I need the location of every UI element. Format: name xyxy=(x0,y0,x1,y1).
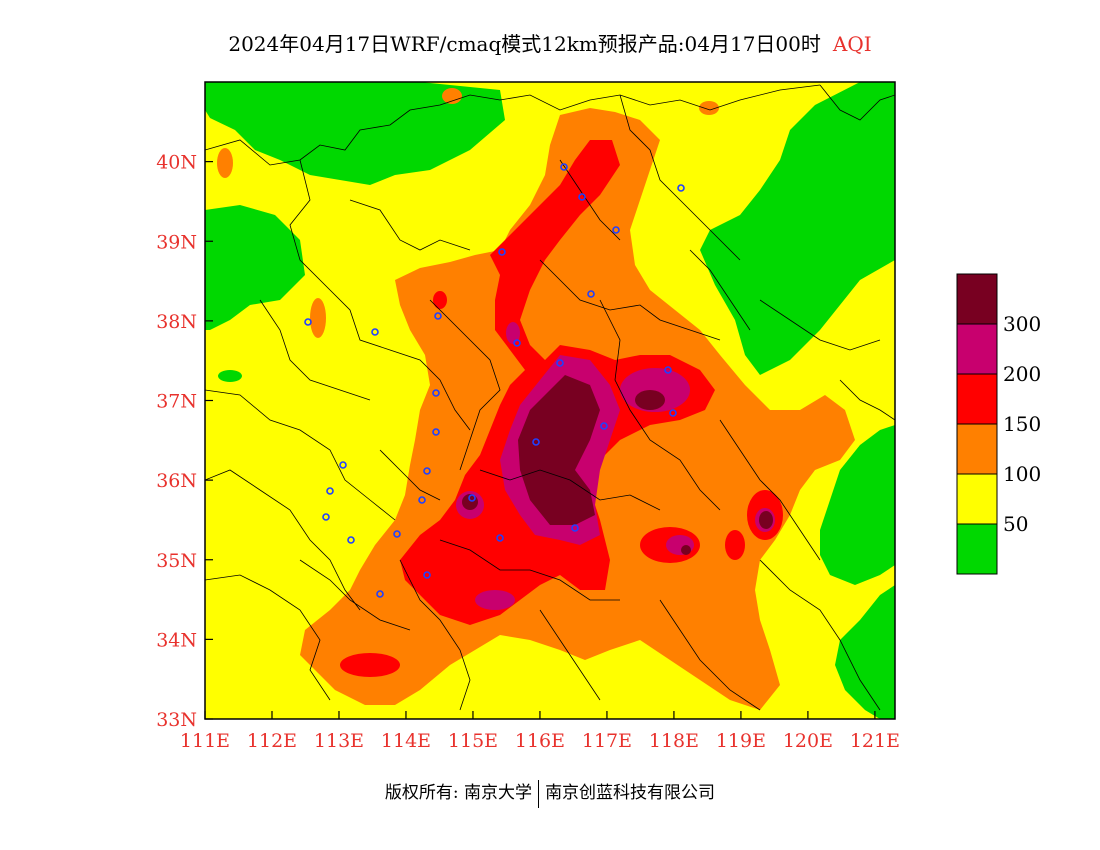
lon-tick-label: 119E xyxy=(716,730,766,752)
longitude-axis: 111E 112E 113E 114E 115E 116E 117E 118E 119E 120E… xyxy=(180,711,900,752)
legend-swatch xyxy=(956,523,998,575)
legend-label: 150 xyxy=(1003,412,1041,436)
lat-tick-label: 38N xyxy=(156,311,197,333)
aqi-band-0-50 xyxy=(205,82,895,719)
lat-tick-label: 39N xyxy=(156,231,197,253)
legend-label: 100 xyxy=(1003,462,1041,486)
lat-tick-label: 37N xyxy=(156,391,197,413)
lat-tick-label: 33N xyxy=(156,709,197,731)
legend-label: 300 xyxy=(1003,312,1041,336)
aqi-band-300-plus xyxy=(462,375,773,555)
company-text: 南京创蓝科技有限公司 xyxy=(545,783,716,803)
legend-swatch xyxy=(956,473,998,525)
aqi-field xyxy=(205,82,895,719)
map-title: 2024年04月17日WRF/cmaq模式12km预报产品:04月17日00时 A… xyxy=(0,28,1100,57)
city-markers xyxy=(304,163,685,598)
title-main: 2024年04月17日WRF/cmaq模式12km预报产品:04月17日00时 xyxy=(228,32,821,56)
title-variable: AQI xyxy=(832,32,872,56)
legend-swatch xyxy=(956,373,998,425)
lon-tick-label: 115E xyxy=(448,730,498,752)
lat-tick-label: 35N xyxy=(156,550,197,572)
lat-tick-label: 34N xyxy=(156,629,197,651)
legend-label: 200 xyxy=(1003,362,1041,386)
legend-label: 50 xyxy=(1003,512,1028,536)
legend-swatch xyxy=(956,273,998,325)
lon-tick-label: 114E xyxy=(381,730,431,752)
lon-tick-label: 117E xyxy=(582,730,632,752)
latitude-axis: 40N 39N 38N 37N 36N 35N 34N 33N xyxy=(156,152,213,731)
legend-swatch xyxy=(956,323,998,375)
footer-separator xyxy=(538,779,540,808)
lat-tick-label: 36N xyxy=(156,470,197,492)
lon-tick-label: 118E xyxy=(649,730,699,752)
lon-tick-label: 112E xyxy=(247,730,297,752)
copyright-text: 版权所有: 南京大学 xyxy=(384,783,533,803)
legend-swatch xyxy=(956,423,998,475)
lon-tick-label: 120E xyxy=(783,730,833,752)
aqi-legend: 300 200 150 100 50 xyxy=(956,273,1041,575)
admin-boundaries xyxy=(205,84,895,711)
lat-tick-label: 40N xyxy=(156,152,197,174)
lon-tick-label: 113E xyxy=(314,730,364,752)
footer: 版权所有: 南京大学 南京创蓝科技有限公司 xyxy=(0,778,1100,808)
lon-tick-label: 116E xyxy=(515,730,565,752)
lon-tick-label: 121E xyxy=(850,730,900,752)
lon-tick-label: 111E xyxy=(180,730,230,752)
